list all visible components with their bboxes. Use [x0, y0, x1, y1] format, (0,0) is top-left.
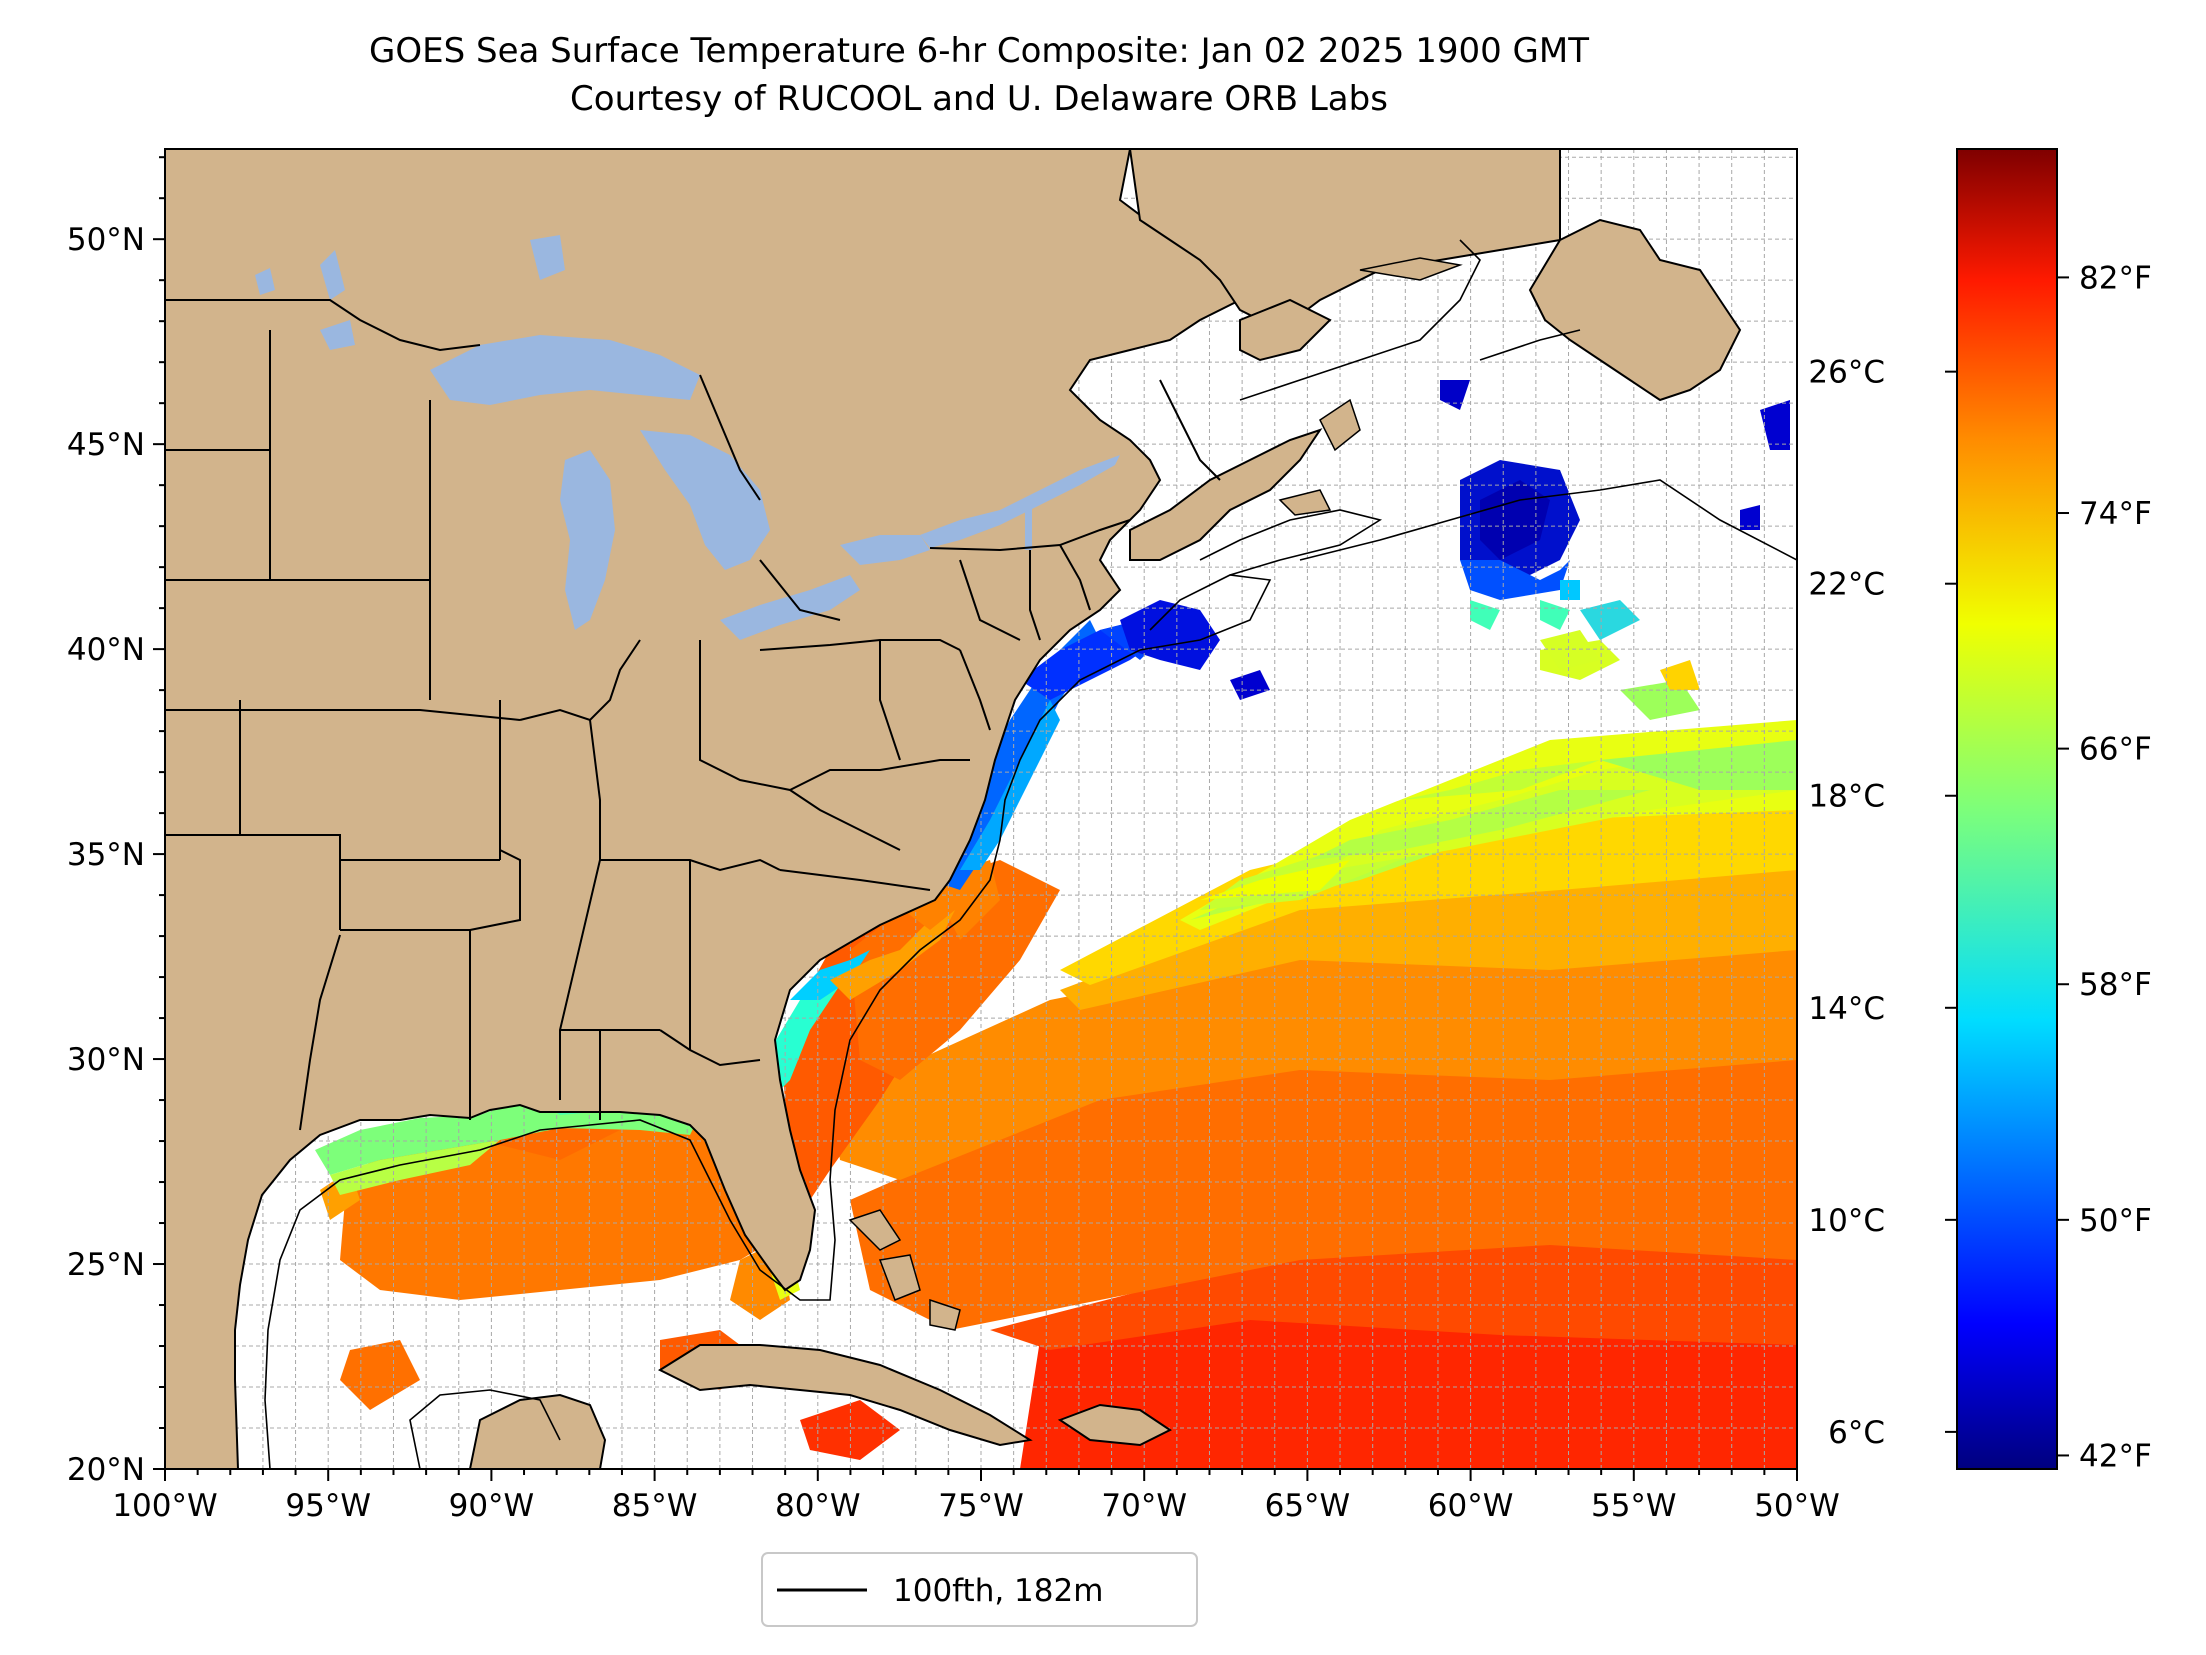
colorbar-fahrenheit-label: 50°F — [2079, 1203, 2152, 1239]
colorbar-celsius-label: 22°C — [1808, 567, 1885, 603]
colorbar-celsius-label: 10°C — [1808, 1203, 1885, 1239]
legend: 100fth, 182m — [761, 1552, 1198, 1627]
lat-tick-label: 40°N — [67, 632, 145, 668]
lon-tick-label: 85°W — [612, 1488, 698, 1524]
land — [165, 149, 1742, 1469]
nova-scotia-land — [1129, 428, 1323, 561]
lake-nipigon — [530, 235, 565, 280]
lon-tick-label: 75°W — [938, 1488, 1024, 1524]
colorbar-fahrenheit-label: 58°F — [2079, 967, 2152, 1003]
lon-tick-label: 55°W — [1591, 1488, 1677, 1524]
legend-label: 100fth, 182m — [893, 1573, 1103, 1609]
lat-tick-label: 20°N — [67, 1452, 145, 1488]
lake-erie — [720, 575, 860, 640]
anticosti-land — [1359, 257, 1463, 281]
lon-tick-label: 70°W — [1101, 1488, 1187, 1524]
colorbar-fahrenheit-label: 82°F — [2079, 260, 2152, 296]
title-line1: GOES Sea Surface Temperature 6-hr Compos… — [369, 31, 1589, 71]
lon-tick-label: 90°W — [449, 1488, 535, 1524]
gaspe-land — [1239, 298, 1332, 362]
colorbar-fahrenheit-label: 66°F — [2079, 732, 2152, 768]
colorbar-fahrenheit-axis: 42°F 50°F 58°F 66°F 74°F 82°F — [2057, 260, 2152, 1474]
lake-ontario — [840, 535, 930, 565]
colorbar-celsius-label: 6°C — [1828, 1415, 1885, 1451]
lon-tick-label: 80°W — [775, 1488, 861, 1524]
lake-champlain — [1025, 500, 1032, 550]
latitude-axis: 50°N 45°N 40°N 35°N 30°N 25°N 20°N — [67, 156, 165, 1488]
cuba-land — [657, 1344, 1033, 1447]
map-panel — [165, 149, 1797, 1469]
lake-simcoe — [255, 268, 275, 295]
pei-land — [1278, 489, 1332, 516]
colorbar-fahrenheit-label: 74°F — [2079, 496, 2152, 532]
longitude-axis: 100°W 95°W 90°W 85°W 80°W 75°W 70°W 65°W 60°W 55°… — [112, 1469, 1840, 1524]
lat-tick-label: 45°N — [67, 427, 145, 463]
colorbar-celsius-axis: 6°C 10°C 14°C 18°C 22°C 26°C — [1808, 355, 1957, 1451]
colorbar-fahrenheit-label: 42°F — [2079, 1438, 2152, 1474]
lake-of-woods — [320, 320, 355, 350]
yucatan-land — [468, 1393, 607, 1469]
isobath-100fth — [264, 239, 1797, 1469]
political-borders — [165, 299, 1221, 1131]
lat-tick-label: 25°N — [67, 1247, 145, 1283]
great-lakes — [255, 235, 1120, 640]
newfoundland-land — [1528, 218, 1742, 402]
lake-michigan — [560, 450, 615, 630]
colorbar-gradient — [1956, 148, 2058, 1470]
colorbar: 6°C 10°C 14°C 18°C 22°C 26°C 42°F 50°F 58°F 66°F… — [1808, 148, 2152, 1474]
lat-tick-label: 50°N — [67, 222, 145, 258]
bahamas-land — [848, 1209, 961, 1331]
hispaniola-land — [1057, 1403, 1172, 1447]
north-america-land — [165, 149, 1262, 1469]
colorbar-celsius-label: 26°C — [1808, 355, 1885, 391]
lon-tick-label: 50°W — [1754, 1488, 1840, 1524]
lon-tick-label: 95°W — [285, 1488, 371, 1524]
lake-superior — [430, 335, 700, 405]
lat-tick-label: 30°N — [67, 1042, 145, 1078]
lon-tick-label: 100°W — [112, 1488, 217, 1524]
lon-tick-label: 60°W — [1428, 1488, 1514, 1524]
title-line2: Courtesy of RUCOOL and U. Delaware ORB L… — [570, 79, 1388, 119]
cape-breton-land — [1319, 398, 1361, 452]
lon-tick-label: 65°W — [1265, 1488, 1351, 1524]
colorbar-celsius-label: 14°C — [1808, 991, 1885, 1027]
lat-tick-label: 35°N — [67, 837, 145, 873]
legend-box — [761, 1552, 1198, 1627]
st-lawrence-river — [920, 455, 1120, 548]
lake-winnipeg — [320, 250, 345, 300]
colorbar-celsius-label: 18°C — [1808, 779, 1885, 815]
